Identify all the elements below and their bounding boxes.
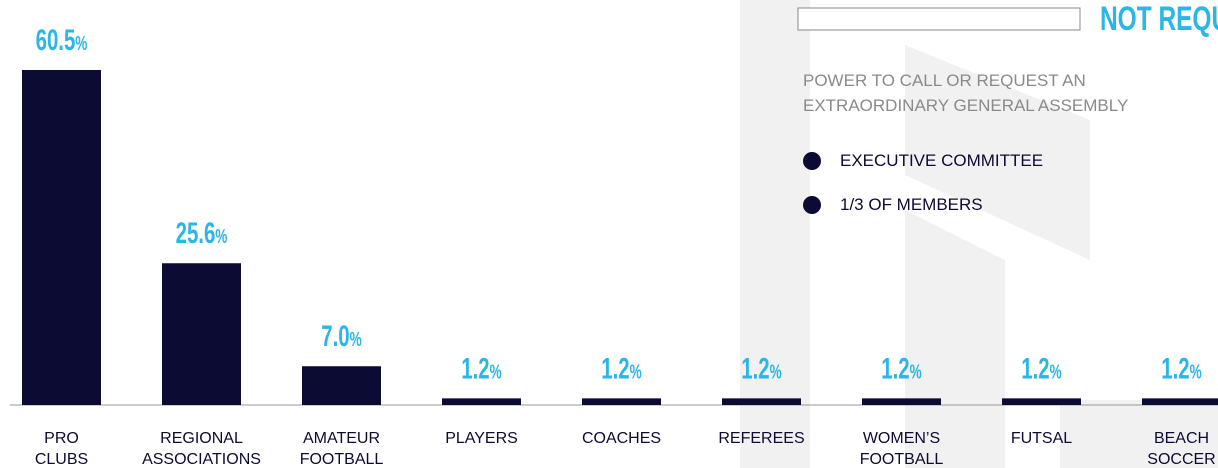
x-tick-label: FUTSAL	[1011, 430, 1072, 447]
bullet	[803, 152, 821, 170]
x-tick-label: REGIONAL ASSOCIATIONS	[142, 430, 261, 468]
bar	[722, 398, 801, 405]
value-label: 1.2%	[741, 353, 781, 386]
value-label: 25.6%	[176, 218, 228, 251]
x-tick-label: REFEREES	[718, 430, 804, 447]
bar	[442, 398, 521, 405]
value-label: 1.2%	[1161, 353, 1201, 386]
value-label: 7.0%	[321, 321, 361, 354]
status-box	[797, 7, 1081, 31]
legend-item: 1/3 OF MEMBERS	[840, 195, 983, 214]
bar	[582, 398, 661, 405]
x-tick-label: PLAYERS	[445, 430, 518, 447]
legend-item: EXECUTIVE COMMITTEE	[840, 151, 1044, 170]
value-label: 1.2%	[881, 353, 921, 386]
value-label: 1.2%	[1021, 353, 1061, 386]
bar	[862, 398, 941, 405]
bar	[302, 366, 381, 405]
x-tick-label: AMATEUR FOOTBALL	[300, 430, 384, 468]
bar	[1002, 398, 1081, 405]
x-tick-label: WOMEN’S FOOTBALL	[860, 430, 944, 468]
status: NOT REQUIRED	[1100, 0, 1218, 38]
value-label: 60.5%	[36, 24, 88, 57]
bullet	[803, 196, 821, 214]
value-label: 1.2%	[601, 353, 641, 386]
bar	[162, 263, 241, 405]
x-tick-label: COACHES	[582, 430, 661, 447]
bar	[22, 70, 101, 405]
x-tick-label: BEACH SOCCER	[1147, 430, 1215, 468]
value-label: 1.2%	[461, 353, 501, 386]
x-tick-label: PRO CLUBS	[35, 430, 88, 468]
bar	[1142, 398, 1218, 405]
panel-heading: POWER TO CALL OR REQUEST AN EXTRAORDINAR…	[803, 71, 1129, 115]
